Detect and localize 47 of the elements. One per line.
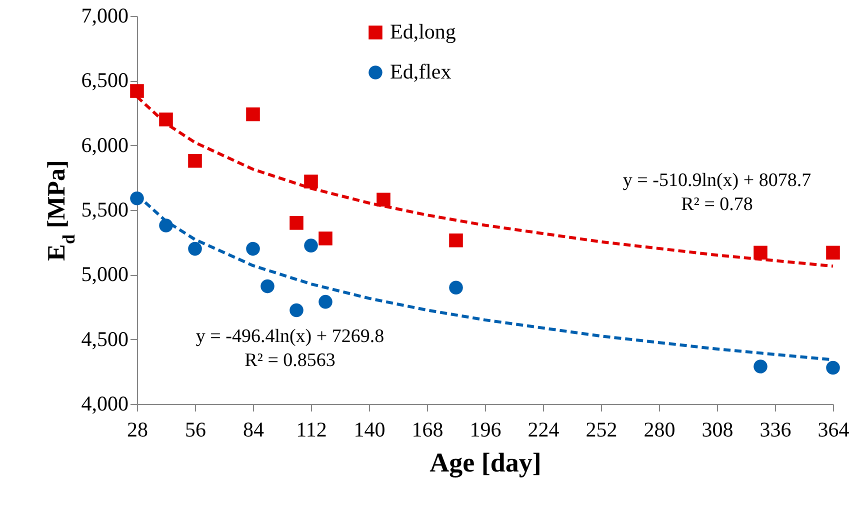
point bbox=[188, 154, 202, 168]
y-tick-label: 5,500 bbox=[81, 198, 128, 222]
x-axis-title: Age [day] bbox=[430, 448, 542, 478]
point bbox=[304, 174, 318, 188]
annotation: y = -496.4ln(x) + 7269.8 R² = 0.8563 bbox=[196, 326, 384, 371]
point bbox=[290, 303, 304, 318]
x-tick-label: 196 bbox=[470, 418, 502, 442]
point bbox=[130, 84, 144, 98]
x-tick-label: 140 bbox=[354, 418, 386, 442]
annotation: y = -510.9ln(x) + 8078.7 R² = 0.78 bbox=[622, 170, 812, 215]
point bbox=[318, 294, 332, 309]
point bbox=[246, 107, 260, 122]
x-tick-label: 168 bbox=[412, 418, 444, 442]
point bbox=[246, 242, 260, 256]
y-tick-label: 7,000 bbox=[81, 4, 128, 28]
point bbox=[826, 360, 840, 375]
x-tick-label: 280 bbox=[644, 418, 676, 442]
point bbox=[318, 232, 332, 246]
point bbox=[159, 218, 173, 232]
x-tick-label: 28 bbox=[127, 418, 148, 442]
point bbox=[290, 216, 304, 230]
point bbox=[754, 246, 768, 260]
x-tick-label: 224 bbox=[528, 418, 560, 442]
y-tick-label: 6,000 bbox=[81, 132, 128, 157]
y-tick-label: 4,500 bbox=[81, 326, 128, 351]
point bbox=[449, 280, 463, 294]
y-tick-label: 4,000 bbox=[81, 392, 128, 416]
point bbox=[260, 279, 274, 294]
point bbox=[130, 191, 144, 206]
point bbox=[826, 246, 840, 260]
point bbox=[159, 112, 173, 126]
legend-label: Ed,long bbox=[390, 20, 456, 44]
point bbox=[376, 192, 390, 207]
x-tick-label: 84 bbox=[243, 418, 264, 442]
x-tick-label: 252 bbox=[586, 418, 618, 442]
y-tick-label: 6,500 bbox=[81, 68, 128, 92]
point bbox=[188, 242, 202, 256]
point bbox=[449, 234, 463, 248]
x-tick-label: 56 bbox=[185, 418, 206, 442]
x-tick-label: 364 bbox=[818, 418, 850, 442]
legend-label: Ed,flex bbox=[390, 60, 452, 84]
x-tick-label: 112 bbox=[296, 418, 327, 442]
x-tick-label: 308 bbox=[702, 418, 734, 442]
y-tick-label: 5,000 bbox=[81, 262, 128, 286]
point bbox=[304, 238, 318, 252]
point bbox=[754, 360, 768, 374]
x-tick-label: 336 bbox=[760, 418, 792, 442]
